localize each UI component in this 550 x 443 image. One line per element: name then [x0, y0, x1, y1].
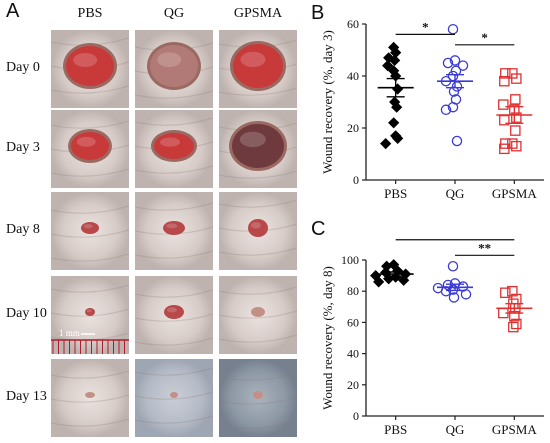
data-point-diamond	[388, 117, 400, 129]
significance-label: ****	[442, 238, 468, 240]
significance-label: *	[481, 30, 488, 45]
y-tick-label: 60	[347, 17, 359, 31]
data-point-square	[499, 143, 510, 155]
row-label-day-3: Day 3	[6, 140, 40, 155]
x-tick-label: QG	[446, 422, 465, 437]
y-axis-label: Wound recovery (%, day 3)	[320, 30, 335, 174]
data-point-square	[499, 75, 510, 87]
wound-photo	[219, 359, 297, 437]
y-tick-label: 0	[353, 409, 359, 423]
panel-b-letter: B	[311, 2, 325, 24]
data-point-square	[500, 287, 511, 299]
x-tick-label: QG	[446, 186, 465, 201]
panel-c-letter: C	[311, 218, 326, 240]
column-label-qg: QG	[163, 6, 185, 21]
data-point-square	[511, 140, 522, 152]
wound-photo	[135, 276, 213, 354]
data-point-circle	[457, 60, 469, 71]
data-point-circle	[447, 260, 459, 272]
wound-photo	[51, 30, 129, 108]
data-point-square	[510, 94, 521, 105]
data-point-circle	[442, 57, 454, 69]
wound-photo	[135, 30, 213, 108]
data-point-square	[511, 73, 522, 84]
data-point-circle	[451, 135, 463, 147]
wound-photo	[135, 359, 213, 437]
data-point-diamond	[380, 138, 392, 150]
y-tick-label: 100	[341, 253, 359, 267]
significance-label: *	[422, 19, 429, 34]
row-label-day-0: Day 0	[6, 60, 40, 75]
wound-photo	[219, 192, 297, 270]
data-point-square	[510, 125, 521, 136]
column-label-gpsma: GPSMA	[233, 6, 283, 21]
panel-a-letter: A	[6, 0, 20, 22]
row-label-day-10: Day 10	[6, 306, 47, 321]
y-axis-label: Wound recovery (%, day 8)	[320, 266, 335, 410]
scale-bar-label: 1 mm	[59, 328, 80, 338]
wound-photo	[219, 110, 297, 188]
y-tick-label: 40	[347, 69, 359, 83]
chart-b-day3: 0 20 40 60 Wound recovery (%, day 3) PBS QG GPS…	[320, 17, 544, 201]
y-tick-label: 80	[347, 284, 359, 298]
y-tick-label: 60	[347, 315, 359, 329]
x-tick-label: PBS	[384, 186, 407, 201]
data-point-square	[511, 318, 522, 330]
column-label-pbs: PBS	[77, 6, 103, 21]
wound-photo	[219, 30, 297, 108]
data-point-diamond	[392, 83, 404, 95]
data-point-circle	[447, 284, 459, 295]
data-point-circle	[460, 289, 472, 300]
row-label-day-13: Day 13	[6, 389, 47, 404]
y-tick-label: 40	[347, 347, 359, 361]
significance-label: **	[478, 240, 491, 255]
data-point-square	[508, 321, 519, 333]
y-tick-label: 20	[347, 378, 359, 392]
wound-photo	[219, 276, 297, 354]
wound-photo	[51, 359, 129, 437]
data-point-square	[500, 68, 511, 79]
y-tick-label: 20	[347, 121, 359, 135]
data-point-circle	[447, 23, 459, 35]
chart-c-day8: 0 20 40 60 80 100 Wound recovery (%, day 8) PBS…	[320, 238, 544, 437]
wound-photo: 1 mm	[51, 276, 129, 354]
x-tick-label: PBS	[384, 422, 407, 437]
y-tick-label: 0	[353, 173, 359, 187]
wound-photo	[135, 192, 213, 270]
data-point-circle	[440, 104, 452, 116]
x-tick-label: GPSMA	[492, 186, 537, 201]
data-point-square	[511, 112, 522, 123]
data-point-square	[498, 99, 509, 110]
wound-photo	[135, 110, 213, 188]
wound-photo	[51, 192, 129, 270]
data-point-circle	[448, 292, 460, 303]
data-point-circle	[449, 55, 461, 66]
data-point-circle	[447, 101, 459, 113]
row-label-day-8: Day 8	[6, 222, 40, 237]
wound-photo	[51, 110, 129, 188]
x-tick-label: GPSMA	[492, 422, 537, 437]
